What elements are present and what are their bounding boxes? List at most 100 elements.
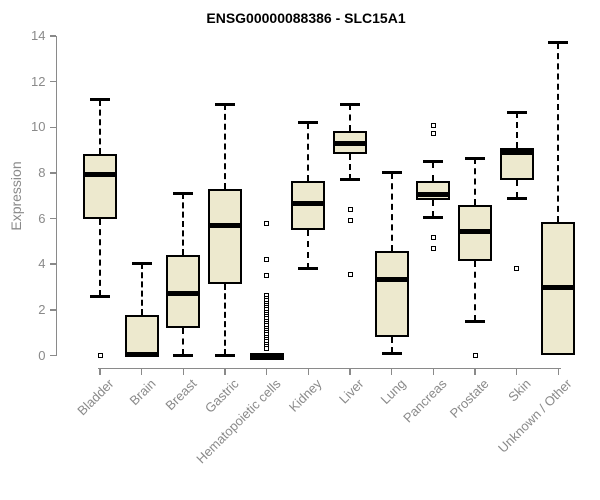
lower-whisker-cap-bladder (90, 294, 110, 298)
y-tick-mark (49, 80, 56, 83)
y-tick-label-4: 4 (38, 256, 46, 272)
lower-whisker-cap-liver (340, 178, 361, 182)
y-tick-label-2: 2 (38, 301, 46, 317)
y-tick-mark (49, 354, 56, 357)
median-line-hematopoietic-cells (249, 353, 284, 358)
y-tick-mark (49, 172, 56, 174)
y-tick-mark (49, 126, 56, 129)
x-tick-mark (182, 369, 185, 375)
x-tick-mark (349, 369, 351, 375)
x-tick-mark (265, 369, 268, 375)
y-tick-mark (49, 217, 56, 220)
x-tick-mark (99, 369, 101, 375)
x-tick-mark (474, 369, 476, 375)
x-tick-mark (557, 369, 560, 375)
upper-whisker-cap-lung (381, 171, 402, 175)
x-tick-mark (432, 369, 435, 375)
lower-whisker-cap-gastric (215, 354, 235, 357)
upper-whisker-breast (182, 193, 185, 256)
outlier-point-prostate (472, 353, 478, 358)
upper-whisker-cap-prostate (465, 156, 486, 160)
lower-whisker-prostate (474, 260, 477, 322)
y-tick-label-8: 8 (38, 164, 46, 180)
box-bladder (83, 153, 117, 219)
median-line-breast (166, 291, 201, 297)
upper-whisker-cap-gastric (215, 102, 235, 106)
outlier-point-pancreas (430, 122, 436, 128)
outlier-point-skin (514, 266, 520, 272)
median-line-lung (374, 276, 409, 282)
lower-whisker-kidney (307, 229, 310, 269)
y-tick-label-6: 6 (38, 210, 46, 226)
lower-whisker-breast (182, 328, 185, 356)
y-tick-label-12: 12 (31, 73, 46, 89)
y-tick-label-0: 0 (38, 347, 46, 363)
median-line-kidney (291, 201, 326, 207)
outlier-point-pancreas (430, 245, 436, 251)
upper-whisker-kidney (307, 122, 310, 181)
upper-whisker-cap-brain (131, 261, 152, 265)
upper-whisker-lung (390, 172, 393, 251)
y-tick-mark (49, 309, 56, 311)
outlier-point-liver (347, 218, 353, 224)
chart-title: ENSG00000088386 - SLC15A1 (206, 10, 406, 26)
upper-whisker-cap-skin (506, 110, 527, 114)
median-line-liver (333, 140, 368, 146)
x-tick-mark (140, 369, 143, 375)
median-line-bladder (83, 171, 117, 177)
lower-whisker-cap-prostate (465, 319, 486, 323)
outlier-point-hematopoietic-cells (264, 257, 270, 263)
median-line-brain (124, 351, 159, 357)
box-lung (374, 250, 409, 338)
outlier-point-bladder (97, 353, 103, 358)
x-tick-mark (515, 369, 518, 375)
y-tick-mark (49, 35, 56, 37)
lower-whisker-lung (390, 337, 393, 354)
outlier-point-liver (347, 271, 353, 277)
median-line-prostate (458, 228, 493, 234)
upper-whisker-cap-bladder (90, 98, 110, 102)
outlier-point-hematopoietic-cells (264, 220, 270, 226)
upper-whisker-cap-kidney (298, 121, 319, 125)
lower-whisker-skin (515, 179, 518, 199)
upper-whisker-gastric (224, 104, 226, 189)
outlier-point-liver (347, 206, 353, 212)
lower-whisker-cap-breast (173, 354, 194, 357)
upper-whisker-bladder (99, 99, 101, 154)
median-line-skin (499, 149, 534, 155)
upper-whisker-brain (140, 263, 143, 316)
x-tick-mark (307, 369, 310, 375)
lower-whisker-cap-skin (506, 196, 527, 200)
upper-whisker-cap-unknown-other (548, 41, 569, 45)
y-tick-label-14: 14 (31, 28, 46, 44)
lower-whisker-cap-pancreas (423, 215, 444, 219)
upper-whisker-prostate (474, 158, 477, 205)
box-gastric (208, 188, 242, 284)
median-line-unknown-other (541, 284, 576, 290)
lower-whisker-liver (349, 153, 352, 180)
x-axis-line (98, 368, 561, 369)
box-pancreas (416, 180, 451, 201)
lower-whisker-pancreas (432, 200, 435, 218)
x-tick-mark (224, 369, 226, 375)
median-line-pancreas (416, 192, 451, 198)
outlier-point-hematopoietic-cells (264, 273, 270, 279)
upper-whisker-cap-pancreas (423, 160, 444, 164)
lower-whisker-gastric (224, 283, 226, 356)
y-axis-line (55, 36, 57, 356)
outlier-point-hematopoietic-cells (264, 346, 270, 352)
lower-whisker-cap-kidney (298, 267, 319, 271)
upper-whisker-liver (349, 104, 352, 131)
y-tick-label-10: 10 (31, 119, 46, 135)
upper-whisker-skin (515, 112, 518, 148)
x-tick-mark (390, 369, 393, 375)
upper-whisker-pancreas (432, 161, 435, 181)
lower-whisker-bladder (99, 218, 101, 297)
y-tick-mark (49, 263, 56, 265)
outlier-point-pancreas (430, 235, 436, 241)
y-axis-label: Expression (8, 161, 24, 231)
outlier-point-pancreas (430, 130, 436, 136)
upper-whisker-cap-breast (173, 191, 194, 195)
median-line-gastric (208, 222, 242, 228)
